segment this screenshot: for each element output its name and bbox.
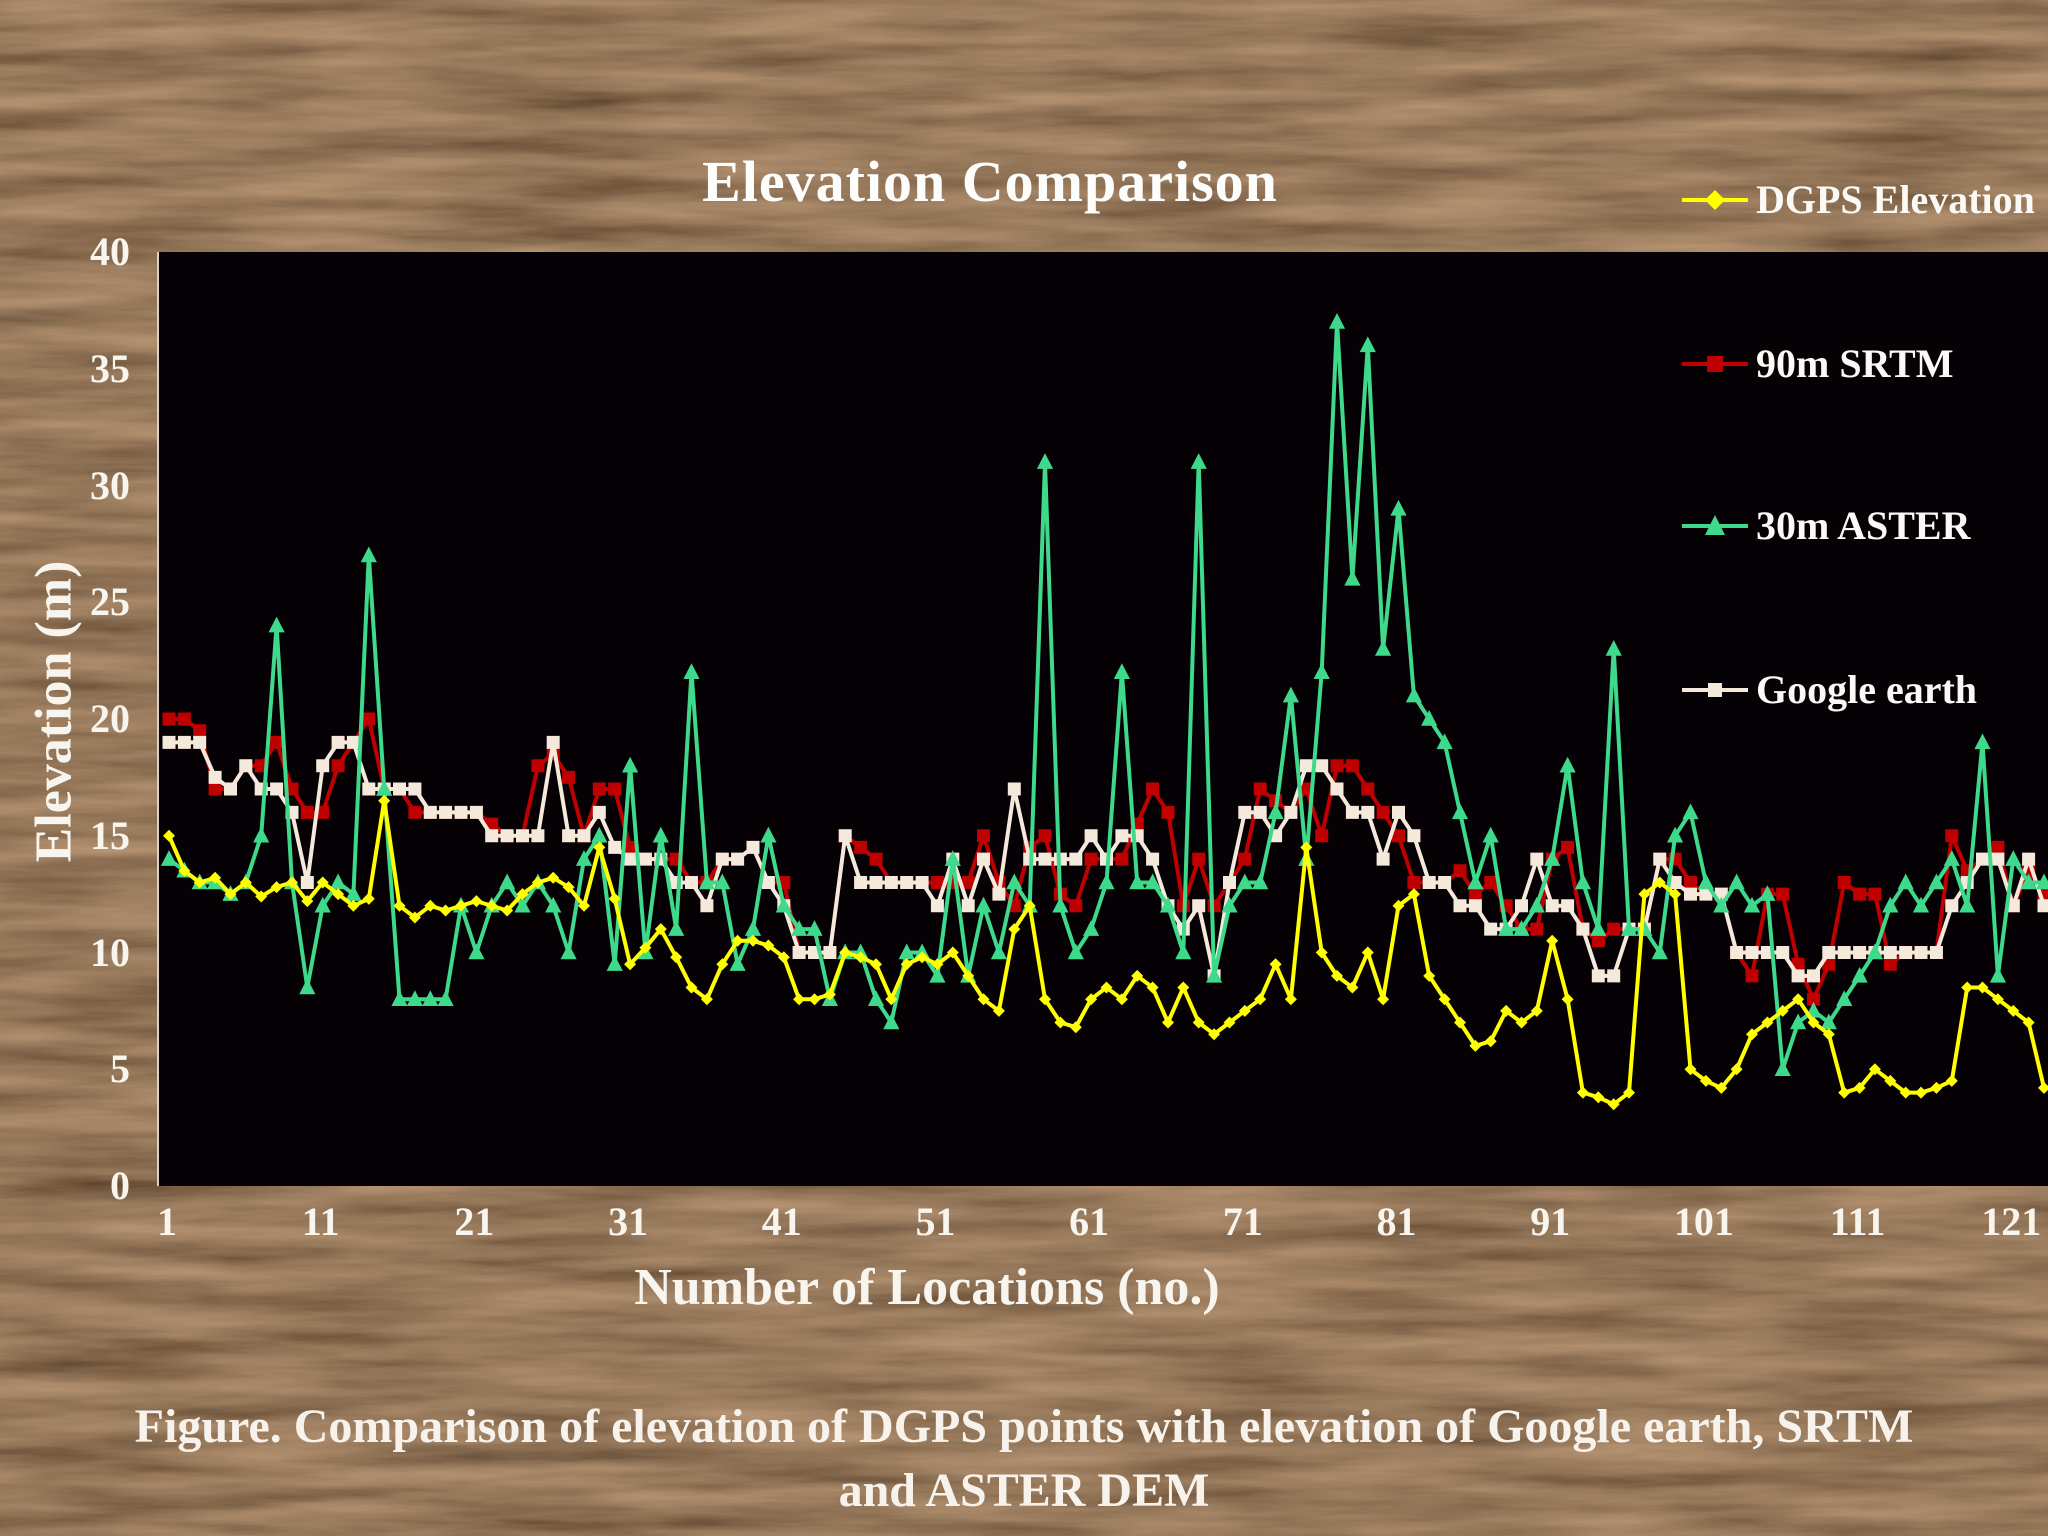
series-markers-google-earth	[162, 735, 2048, 983]
x-tick-label: 21	[454, 1199, 495, 1244]
figure-caption-line1: Figure. Comparison of elevation of DGPS …	[134, 1400, 1914, 1453]
y-tick-label: 40	[90, 229, 130, 274]
x-tick-label: 111	[1829, 1199, 1886, 1244]
x-tick-label: 1	[157, 1199, 177, 1244]
y-tick-label: 0	[110, 1163, 130, 1208]
figure-caption: Figure. Comparison of elevation of DGPS …	[0, 1395, 2048, 1523]
figure-caption-line2: and ASTER DEM	[838, 1464, 1210, 1517]
x-tick-label: 81	[1376, 1199, 1417, 1244]
legend-label-aster: 30m ASTER	[1756, 503, 1971, 548]
x-tick-label: 31	[608, 1199, 649, 1244]
y-axis-title: Elevation (m)	[25, 560, 83, 863]
y-tick-label: 35	[90, 345, 130, 391]
y-tick-label: 20	[90, 696, 130, 741]
x-tick-label: 51	[915, 1199, 956, 1244]
chart-plot-area	[157, 252, 2048, 1186]
legend-label-srtm: 90m SRTM	[1756, 341, 1954, 386]
y-tick-label: 10	[90, 929, 130, 975]
legend-item-90m-srtm: 90m SRTM	[1682, 340, 1953, 387]
chart-canvas	[160, 313, 2048, 1111]
y-axis-tick-labels: 0 5 10 15 20 25 30 35 40	[20, 229, 140, 1208]
x-tick-label: 101	[1673, 1199, 1734, 1244]
dgps-legend-marker-icon	[1682, 189, 1748, 210]
srtm-legend-marker-icon	[1682, 355, 1748, 372]
legend-label-dgps: DGPS Elevation	[1756, 177, 2035, 222]
x-tick-label: 91	[1530, 1199, 1571, 1244]
x-axis-tick-labels: 1 11 21 31 41 51 61 71 81 91 101 111 121	[157, 1198, 2048, 1258]
x-tick-label: 61	[1069, 1199, 1110, 1244]
legend-item-google-earth: Google earth	[1682, 666, 1977, 713]
legend-item-dgps-elevation: DGPS Elevation	[1682, 176, 2035, 223]
y-tick-label: 30	[90, 462, 130, 508]
x-tick-label: 41	[761, 1199, 802, 1244]
legend-item-30m-aster: 30m ASTER	[1682, 502, 1971, 549]
y-tick-label: 25	[90, 579, 130, 625]
y-tick-label: 15	[90, 812, 130, 858]
y-tick-label: 5	[110, 1046, 130, 1092]
aster-legend-marker-icon	[1682, 514, 1748, 535]
x-tick-label: 11	[301, 1199, 340, 1244]
x-axis-title: Number of Locations (no.)	[634, 1259, 1220, 1316]
x-tick-label: 121	[1981, 1199, 2042, 1244]
chart-title: Elevation Comparison	[702, 149, 1278, 214]
legend-label-google-earth: Google earth	[1756, 667, 1978, 712]
google-earth-legend-marker-icon	[1682, 682, 1748, 697]
x-tick-label: 71	[1222, 1199, 1263, 1244]
